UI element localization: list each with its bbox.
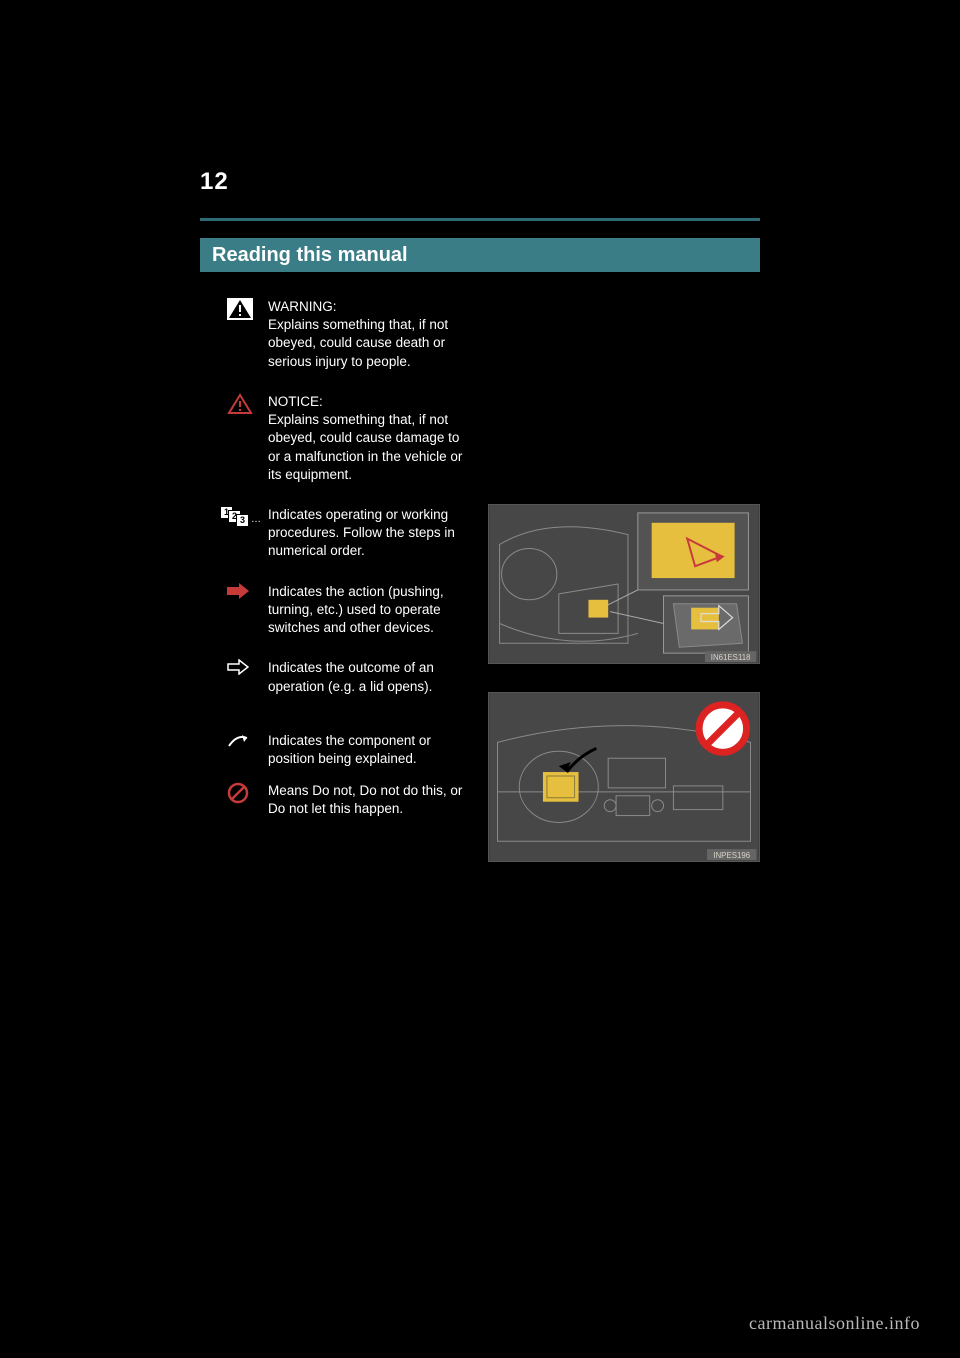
steps-icon: 1 2 3 … bbox=[220, 506, 260, 528]
legend-row: NOTICE: Explains something that, if not … bbox=[218, 371, 470, 484]
prohibit-icon bbox=[227, 782, 253, 808]
illustration-action: IN61ES118 bbox=[488, 504, 760, 664]
legend-text-body: Means Do not, Do not do this, or Do not … bbox=[268, 783, 462, 816]
legend-text: Indicates the outcome of an operation (e… bbox=[262, 659, 470, 695]
legend-row: WARNING: Explains something that, if not… bbox=[218, 288, 470, 371]
legend-text-body: Explains something that, if not obeyed, … bbox=[268, 317, 448, 368]
legend-text: Indicates operating or working procedure… bbox=[262, 506, 470, 561]
illustration-code: IN61ES118 bbox=[711, 653, 751, 662]
legend-text-bold: WARNING: bbox=[268, 299, 337, 314]
watermark: carmanualsonline.info bbox=[749, 1313, 920, 1334]
legend-row: Indicates the action (pushing, turning, … bbox=[218, 561, 470, 638]
legend-text-body: Indicates operating or working procedure… bbox=[268, 507, 455, 558]
notice-icon bbox=[227, 393, 253, 419]
legend-row: Means Do not, Do not do this, or Do not … bbox=[218, 768, 470, 818]
legend-text-body: Explains something that, if not obeyed, … bbox=[268, 412, 462, 482]
legend-text: WARNING: Explains something that, if not… bbox=[262, 298, 470, 371]
page-number: 12 bbox=[200, 168, 229, 196]
header-rule bbox=[200, 218, 760, 221]
component-arrow-icon bbox=[227, 732, 253, 758]
legend-text-body: Indicates the action (pushing, turning, … bbox=[268, 584, 444, 635]
legend-column: WARNING: Explains something that, if not… bbox=[218, 288, 470, 819]
action-arrow-icon bbox=[227, 583, 253, 609]
legend-row: 1 2 3 … Indicates operating or working p… bbox=[218, 484, 470, 561]
legend-row: Indicates the outcome of an operation (e… bbox=[218, 637, 470, 695]
title-text: Reading this manual bbox=[212, 244, 408, 267]
legend-text-bold: NOTICE: bbox=[268, 394, 323, 409]
legend-row: Indicates the component or position bein… bbox=[218, 696, 470, 768]
legend-text: Indicates the action (pushing, turning, … bbox=[262, 583, 470, 638]
illustration-code: INPES196 bbox=[713, 851, 750, 860]
warning-icon bbox=[227, 298, 253, 324]
title-bar: Reading this manual bbox=[200, 238, 760, 272]
legend-text: NOTICE: Explains something that, if not … bbox=[262, 393, 470, 484]
illustration-prohibit: INPES196 bbox=[488, 692, 760, 862]
legend-text: Indicates the component or position bein… bbox=[262, 732, 470, 768]
legend-text: Means Do not, Do not do this, or Do not … bbox=[262, 782, 470, 818]
legend-text-body: Indicates the outcome of an operation (e… bbox=[268, 660, 434, 693]
legend-text-body: Indicates the component or position bein… bbox=[268, 733, 431, 766]
outcome-arrow-icon bbox=[227, 659, 253, 685]
